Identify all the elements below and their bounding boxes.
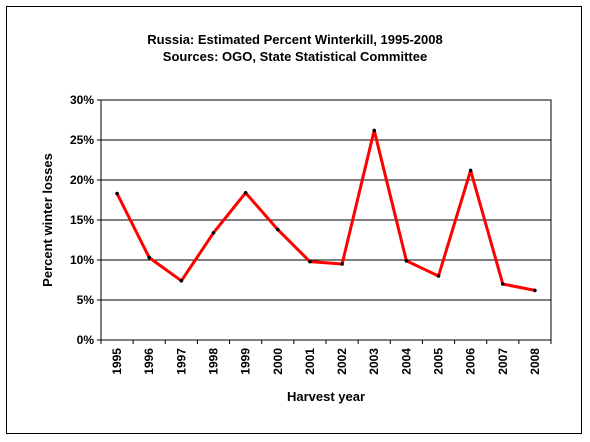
data-point-2002	[340, 262, 344, 266]
data-point-2008	[533, 288, 537, 293]
x-tick-label: 1998	[207, 348, 221, 375]
x-tick-label: 2006	[464, 348, 478, 375]
y-tick-label: 0%	[77, 333, 95, 347]
data-point-1995	[115, 191, 119, 196]
x-tick-label: 2007	[496, 348, 510, 375]
data-point-2007	[500, 282, 505, 286]
series-markers	[115, 128, 537, 293]
x-tick-label: 2005	[432, 348, 446, 375]
data-point-1997	[179, 279, 184, 283]
y-tick-label: 5%	[77, 293, 95, 307]
y-tick-label: 10%	[70, 253, 94, 267]
x-tick-label: 1995	[110, 348, 124, 375]
x-tick-label: 2004	[399, 348, 413, 375]
data-point-2005	[436, 274, 441, 278]
y-tick-label: 20%	[70, 173, 94, 187]
data-point-2001	[308, 259, 312, 264]
data-point-2000	[275, 227, 280, 232]
x-tick-label: 1999	[239, 348, 253, 375]
x-axis-ticks: 1995 1996 1997 1998 1999 2000 2001 2002 2003 2004…	[100, 340, 552, 375]
chart-title: Russia: Estimated Percent Winterkill, 19…	[147, 32, 443, 47]
x-tick-label: 2003	[367, 348, 381, 375]
data-point-1998	[211, 231, 216, 235]
y-tick-label: 25%	[70, 133, 94, 147]
y-axis-label: Percent winter losses	[40, 153, 55, 287]
x-tick-label: 1997	[174, 348, 188, 375]
y-axis-ticks: 0% 5% 10% 15% 20% 25% 30%	[70, 93, 101, 347]
y-tick-label: 15%	[70, 213, 94, 227]
data-point-2006	[468, 168, 473, 173]
x-axis-label: Harvest year	[287, 389, 365, 404]
data-point-1999	[243, 191, 248, 195]
x-tick-label: 2000	[271, 348, 285, 375]
data-point-1996	[147, 255, 152, 260]
x-tick-label: 2008	[528, 348, 542, 375]
x-tick-label: 2001	[303, 348, 317, 375]
series-line	[115, 128, 536, 292]
x-tick-label: 2002	[335, 348, 349, 375]
chart-subtitle: Sources: OGO, State Statistical Committe…	[162, 49, 428, 64]
data-point-2003	[372, 128, 377, 133]
data-point-2004	[404, 259, 409, 263]
x-tick-label: 1996	[142, 348, 156, 375]
y-tick-label: 30%	[70, 93, 94, 107]
